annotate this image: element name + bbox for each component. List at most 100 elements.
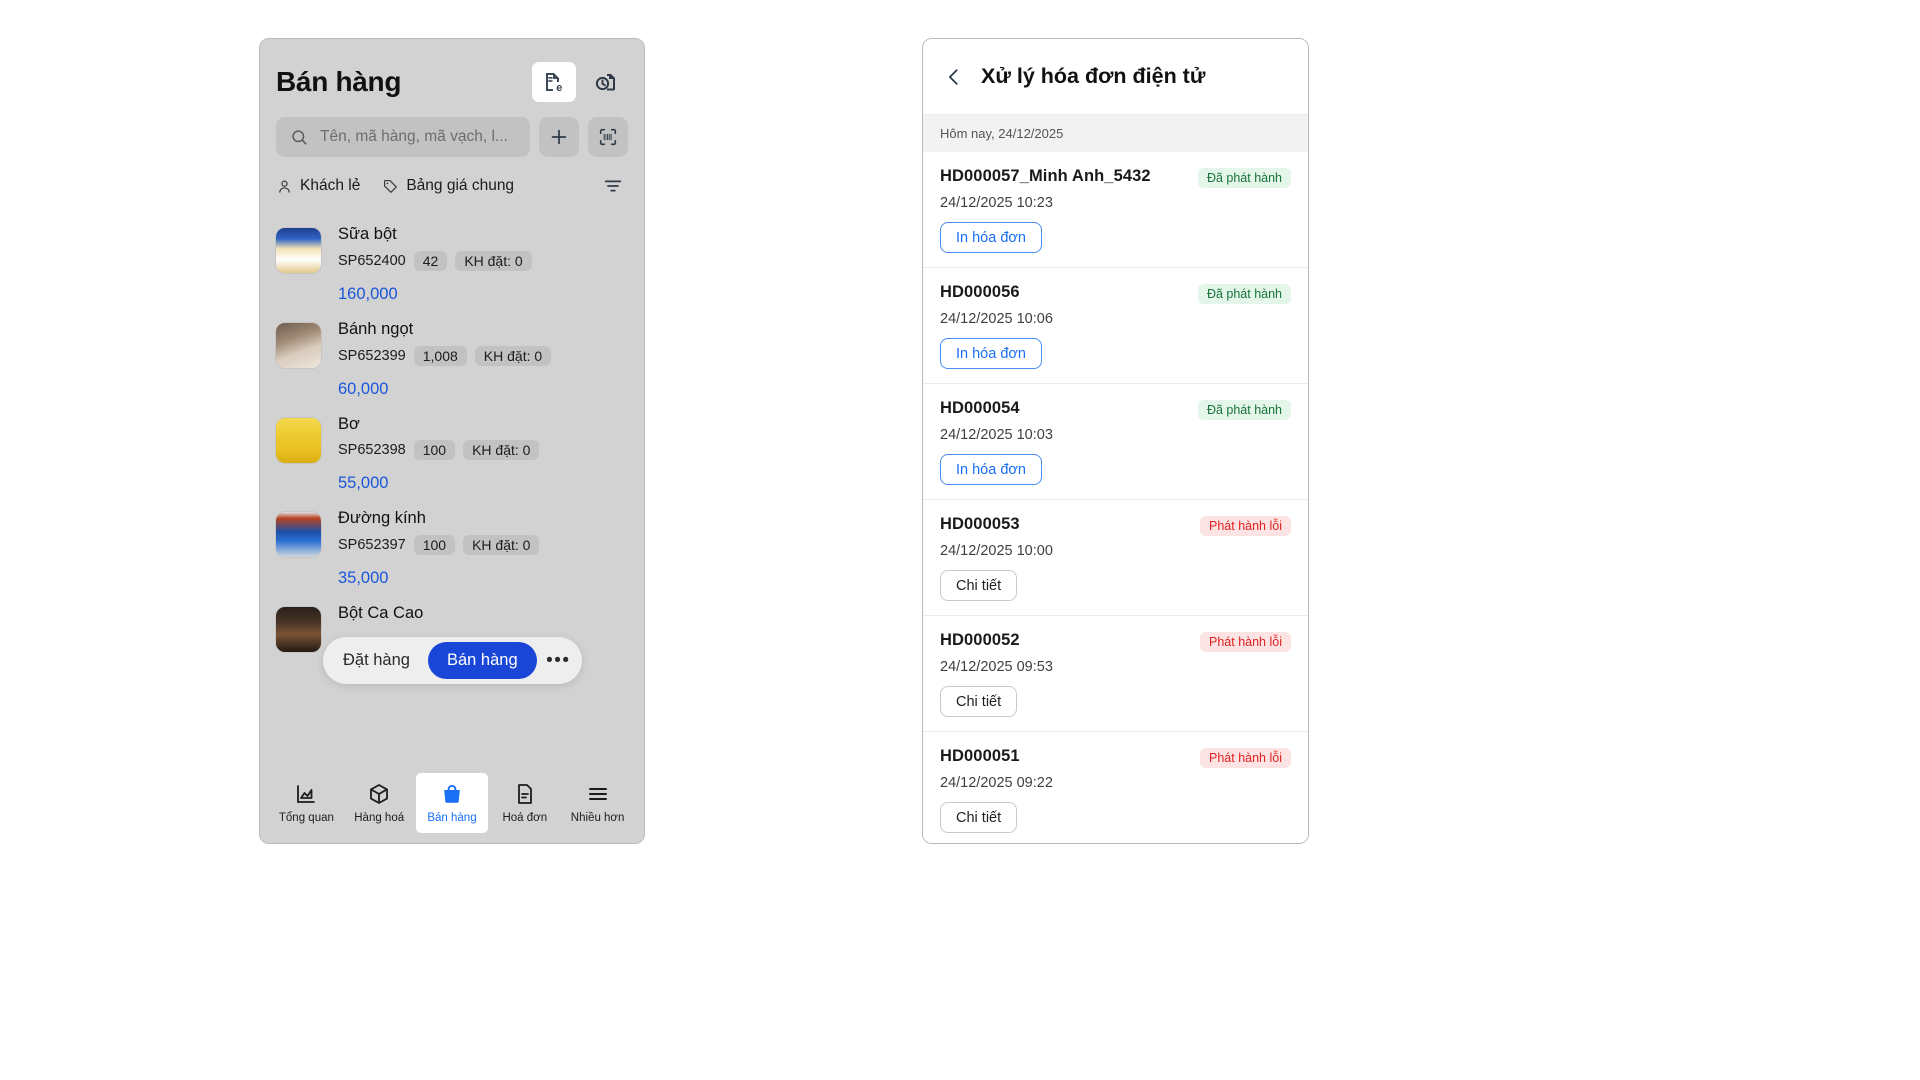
customer-selector[interactable]: Khách lẻ [276, 177, 360, 195]
nav-label: Bán hàng [427, 812, 477, 824]
phone-left-sales: Bán hàng e [259, 38, 645, 844]
product-thumbnail [276, 512, 321, 558]
product-name: Bơ [338, 414, 360, 433]
print-invoice-button[interactable]: In hóa đơn [940, 454, 1042, 485]
page-title: Bán hàng [276, 66, 402, 97]
list-item[interactable]: Bơ SP652398 100 KH đặt: 0 55,000 [260, 407, 644, 502]
chart-icon [294, 782, 318, 806]
nav-label: Hoá đơn [502, 812, 548, 824]
invoice-row[interactable]: HD000052 Phát hành lỗi 24/12/2025 09:53 … [923, 616, 1308, 732]
e-invoice-icon[interactable]: e [532, 62, 576, 102]
product-stock: 1,008 [413, 345, 467, 366]
list-item[interactable]: Bánh ngọt SP652399 1,008 KH đặt: 0 60,00… [260, 312, 644, 407]
status-badge: Phát hành lỗi [1200, 632, 1291, 652]
customer-label: Khách lẻ [300, 177, 361, 194]
detail-button[interactable]: Chi tiết [940, 570, 1018, 601]
product-ordered: KH đặt: 0 [463, 535, 540, 556]
filter-icon[interactable] [602, 175, 628, 197]
status-badge: Phát hành lỗi [1200, 516, 1291, 536]
invoice-time: 24/12/2025 10:00 [940, 543, 1053, 559]
list-item[interactable]: Sữa bột SP652400 42 KH đặt: 0 160,000 [260, 217, 644, 312]
product-ordered: KH đặt: 0 [463, 440, 540, 461]
product-thumbnail [276, 228, 321, 273]
invoice-time: 24/12/2025 10:23 [940, 195, 1053, 211]
invoice-row[interactable]: HD000054 Đã phát hành 24/12/2025 10:03 I… [923, 384, 1308, 500]
invoice-time: 24/12/2025 09:22 [940, 775, 1053, 791]
status-badge: Đã phát hành [1197, 400, 1291, 420]
detail-button[interactable]: Chi tiết [940, 686, 1018, 717]
invoice-code: HD000056 [940, 283, 1020, 301]
product-stock: 100 [413, 535, 456, 556]
search-icon [290, 128, 309, 147]
product-sku: SP652398 [338, 442, 406, 459]
nav-item-more[interactable]: Nhiều hơn [561, 773, 634, 833]
product-ordered: KH đặt: 0 [474, 345, 552, 366]
list-item[interactable]: Đường kính SP652397 100 KH đặt: 0 35,000 [260, 501, 644, 596]
sales-header: Bán hàng e [260, 39, 644, 209]
product-sku: SP652397 [338, 537, 406, 554]
bottom-navigation: Tổng quan Hàng hoá [260, 767, 644, 843]
detail-button[interactable]: Chi tiết [940, 802, 1018, 833]
product-name: Sữa bột [338, 225, 397, 243]
nav-item-invoices[interactable]: Hoá đơn [488, 773, 561, 833]
product-list[interactable]: Sữa bột SP652400 42 KH đặt: 0 160,000 Bá… [260, 209, 644, 767]
status-badge: Phát hành lỗi [1200, 748, 1291, 768]
product-thumbnail [276, 417, 321, 463]
product-price: 35,000 [338, 569, 389, 588]
print-invoice-button[interactable]: In hóa đơn [940, 222, 1042, 253]
invoice-code: HD000057_Minh Anh_5432 [940, 167, 1151, 185]
nav-item-overview[interactable]: Tổng quan [270, 773, 343, 833]
invoice-row[interactable]: HD000057_Minh Anh_5432 Đã phát hành 24/1… [923, 152, 1308, 268]
invoice-row[interactable]: HD000053 Phát hành lỗi 24/12/2025 10:00 … [923, 500, 1308, 616]
floating-action-bar: Đặt hàng Bán hàng ••• [323, 637, 582, 684]
product-price: 60,000 [338, 379, 389, 398]
product-name: Bánh ngọt [338, 319, 414, 338]
date-group-label: Hôm nay, 24/12/2025 [940, 126, 1064, 141]
order-button[interactable]: Đặt hàng [343, 651, 410, 669]
list-item[interactable]: Bột Ca Cao [260, 596, 644, 660]
document-icon [513, 782, 537, 806]
einvoice-header: Xử lý hóa đơn điện tử [923, 39, 1308, 115]
invoice-time: 24/12/2025 09:53 [940, 659, 1053, 675]
product-price: 55,000 [338, 474, 389, 493]
invoice-history-icon[interactable] [584, 62, 628, 102]
invoice-row[interactable]: HD000056 Đã phát hành 24/12/2025 10:06 I… [923, 268, 1308, 384]
more-options-button[interactable]: ••• [546, 649, 571, 671]
date-group-header: Hôm nay, 24/12/2025 [923, 115, 1308, 152]
search-placeholder: Tên, mã hàng, mã vạch, l... [320, 128, 508, 145]
sell-button[interactable]: Bán hàng [427, 642, 537, 679]
nav-label: Tổng quan [278, 812, 334, 824]
invoice-time: 24/12/2025 10:03 [940, 427, 1053, 443]
product-stock: 42 [413, 250, 448, 271]
nav-item-products[interactable]: Hàng hoá [343, 773, 416, 833]
page-title: Xử lý hóa đơn điện tử [981, 64, 1206, 88]
product-sku: SP652399 [338, 347, 406, 364]
bag-icon [440, 782, 464, 806]
svg-text:e: e [556, 82, 562, 94]
invoice-code: HD000054 [940, 399, 1020, 417]
filter-row: Khách lẻ Bảng giá chung [276, 173, 628, 199]
invoice-code: HD000052 [940, 631, 1020, 649]
product-name: Đường kính [338, 509, 426, 528]
menu-icon [586, 782, 610, 806]
price-list-selector[interactable]: Bảng giá chung [382, 177, 514, 195]
print-invoice-button[interactable]: In hóa đơn [940, 338, 1042, 369]
product-name: Bột Ca Cao [338, 604, 424, 623]
chevron-left-icon[interactable] [943, 66, 965, 88]
price-list-label: Bảng giá chung [406, 177, 515, 194]
product-price: 160,000 [338, 284, 398, 303]
product-thumbnail [276, 607, 321, 653]
invoice-code: HD000053 [940, 515, 1020, 533]
nav-item-sales[interactable]: Bán hàng [415, 773, 489, 833]
invoice-time: 24/12/2025 10:06 [940, 311, 1053, 327]
add-product-button[interactable] [539, 117, 579, 157]
nav-label: Nhiều hơn [570, 812, 625, 824]
barcode-scan-icon[interactable] [588, 117, 628, 157]
product-thumbnail [276, 322, 321, 368]
box-icon [367, 782, 391, 806]
invoice-list[interactable]: HD000057_Minh Anh_5432 Đã phát hành 24/1… [923, 152, 1308, 843]
search-input[interactable]: Tên, mã hàng, mã vạch, l... [276, 117, 530, 157]
invoice-row[interactable]: HD000051 Phát hành lỗi 24/12/2025 09:22 … [923, 732, 1308, 843]
status-badge: Đã phát hành [1197, 168, 1291, 188]
